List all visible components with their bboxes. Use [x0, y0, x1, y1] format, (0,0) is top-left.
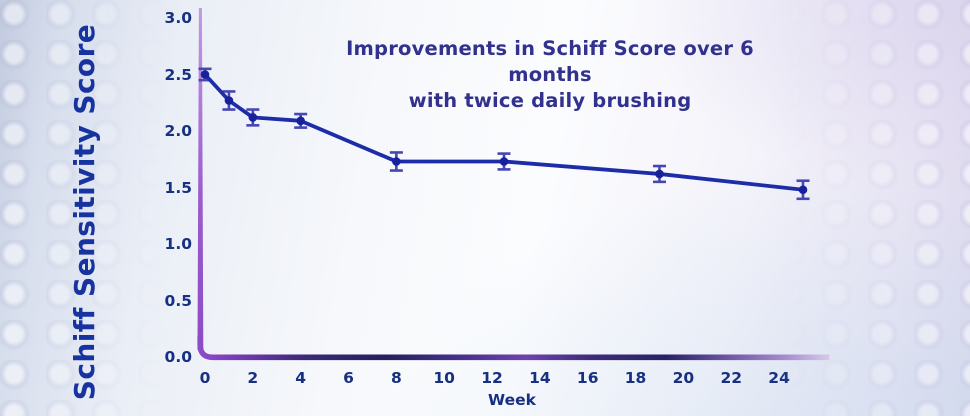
- chart-title-line-1: Improvements in Schiff Score over 6 mont…: [346, 37, 754, 86]
- chart-title-line-2: with twice daily brushing: [408, 89, 692, 112]
- y-tick-label: 2.5: [164, 65, 192, 84]
- x-axis-line: [197, 336, 830, 361]
- data-point: [248, 113, 258, 122]
- x-tick-label: 8: [390, 369, 402, 387]
- y-tick-label: 2.0: [164, 122, 192, 140]
- data-point: [499, 157, 509, 166]
- x-tick-label: 24: [768, 369, 790, 387]
- data-point: [392, 157, 401, 166]
- x-tick-label: 6: [343, 369, 354, 387]
- x-tick-label: 16: [576, 369, 599, 387]
- x-tick-label: 18: [624, 369, 647, 387]
- data-line: [203, 72, 805, 192]
- x-tick-label: 12: [481, 369, 503, 387]
- y-tick-label: 0.5: [164, 291, 192, 310]
- data-point: [224, 96, 234, 105]
- y-tick-label: 1.5: [164, 178, 192, 197]
- x-axis-title: Week: [488, 391, 536, 409]
- y-tick-label: 0.0: [164, 348, 192, 366]
- chart-title: Improvements in Schiff Score over 6 mont…: [320, 36, 780, 114]
- x-tick-label: 10: [433, 369, 455, 387]
- x-tick-label: 0: [199, 369, 211, 387]
- data-markers: [200, 70, 808, 195]
- x-tick-label: 20: [672, 369, 695, 387]
- data-point: [200, 70, 210, 79]
- x-tick-label: 14: [529, 369, 551, 387]
- x-tick-label: 4: [295, 369, 307, 387]
- y-tick-label: 1.0: [164, 235, 192, 253]
- data-point: [655, 169, 664, 179]
- x-tick-label: 2: [247, 369, 259, 387]
- y-tick-label: 3.0: [164, 9, 192, 27]
- x-tick-label: 22: [720, 369, 743, 387]
- data-point: [296, 116, 305, 126]
- data-point: [798, 185, 808, 195]
- y-axis-line: [197, 8, 204, 350]
